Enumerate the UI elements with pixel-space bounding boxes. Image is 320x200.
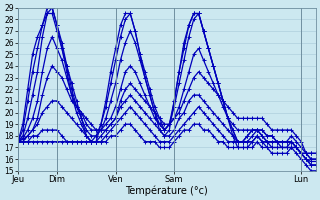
X-axis label: Température (°c): Température (°c): [125, 185, 208, 196]
